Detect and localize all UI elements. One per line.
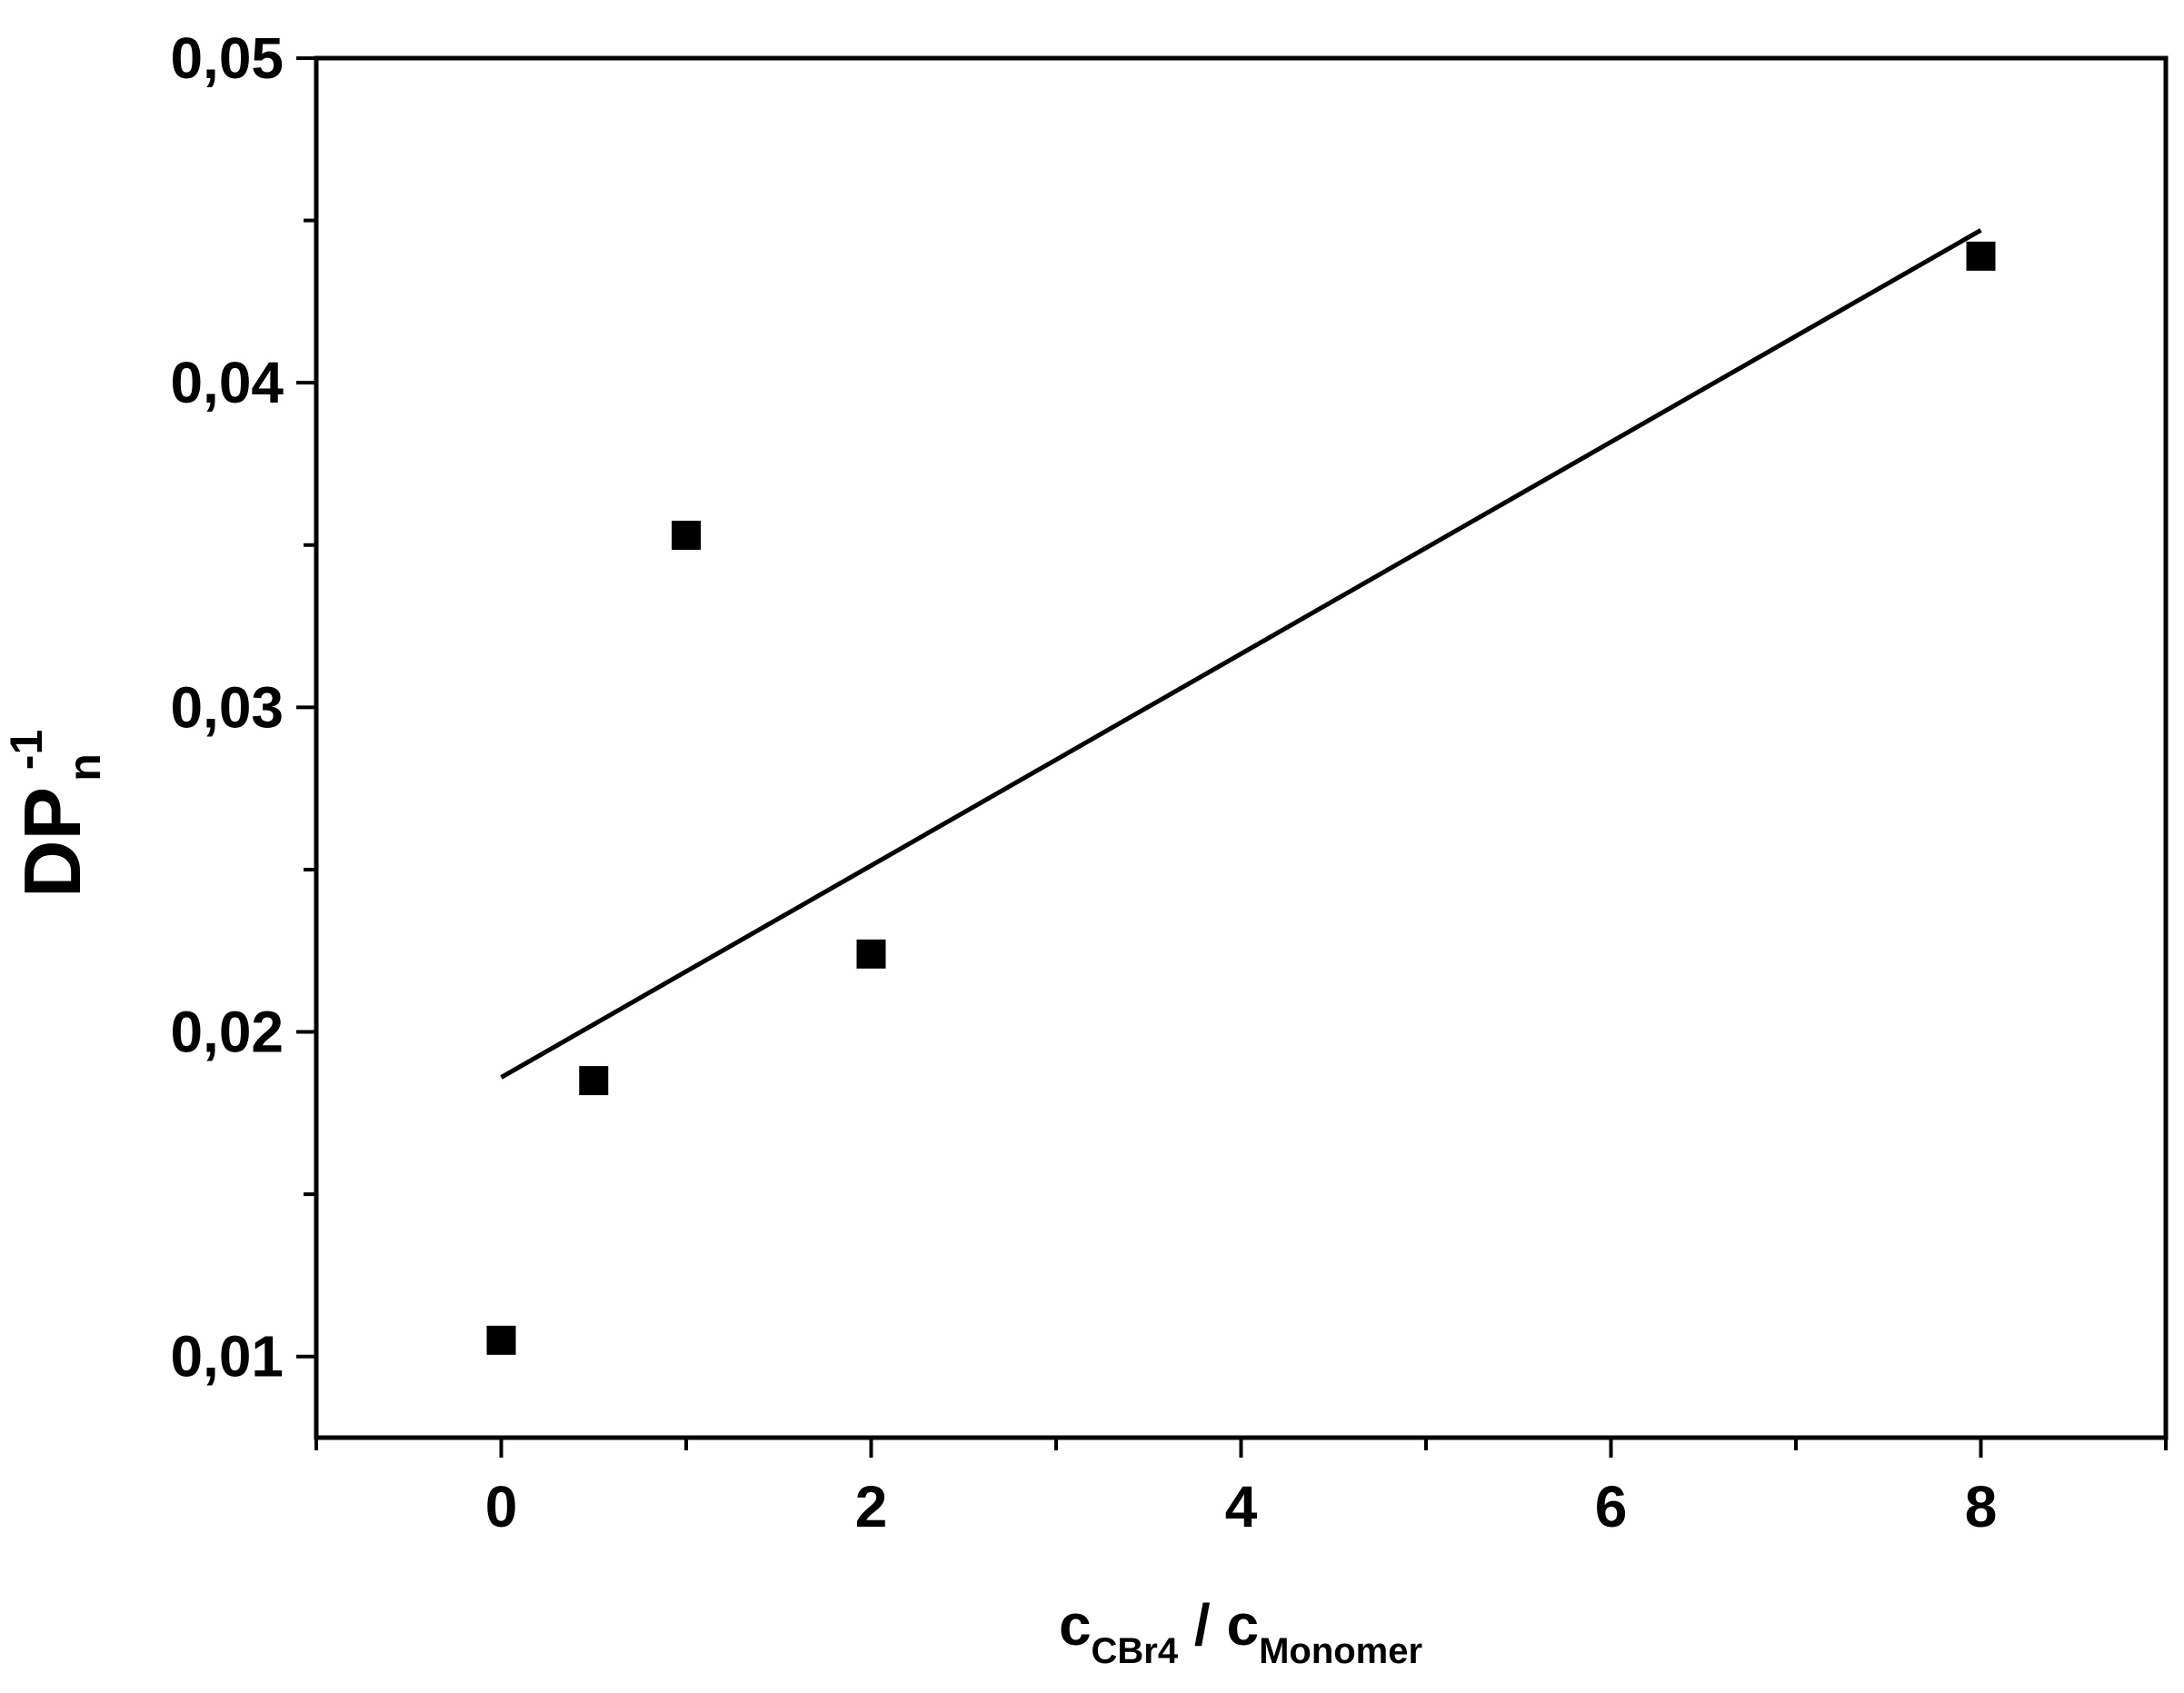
y-tick-label: 0,03: [170, 674, 284, 740]
data-point-marker: [856, 939, 886, 969]
data-point-marker: [579, 1066, 609, 1096]
y-axis-title-main: DP: [7, 787, 97, 898]
x-axis-title-subscript-2: Monomer: [1259, 1631, 1422, 1671]
plot-content: [486, 228, 1996, 1355]
fit-line: [500, 228, 1982, 1080]
y-axis-title-subscript: n: [59, 753, 110, 782]
x-tick-label: 2: [855, 1474, 888, 1539]
x-axis-title: cCBr4 / cMonomer: [1059, 1592, 1422, 1671]
axis-tick-labels: 0 2 4 6 8 0,01 0,02 0,03 0,04 0,05: [170, 25, 1997, 1539]
data-point-marker: [486, 1325, 516, 1355]
x-axis-title-subscript-1: CBr4: [1092, 1631, 1179, 1671]
y-axis-title-superscript: -1: [1, 730, 52, 770]
y-tick-label: 0,04: [170, 350, 284, 415]
y-tick-label: 0,02: [170, 1000, 284, 1065]
data-point-marker: [1966, 241, 1996, 271]
x-axis-title-separator: /: [1178, 1592, 1226, 1658]
x-tick-label: 0: [485, 1474, 518, 1539]
x-axis-title-main: c: [1059, 1592, 1092, 1658]
data-point-marker: [672, 521, 701, 551]
y-tick-label: 0,05: [170, 25, 284, 91]
plot-frame: [314, 55, 2169, 1440]
axis-ticks: [296, 56, 2168, 1458]
x-tick-label: 6: [1595, 1474, 1628, 1539]
x-axis-title-main-2: c: [1226, 1592, 1259, 1658]
y-axis-title: DP n-1: [1, 730, 110, 898]
x-tick-label: 8: [1965, 1474, 1998, 1539]
x-tick-label: 4: [1225, 1474, 1258, 1539]
y-tick-label: 0,01: [170, 1324, 284, 1389]
